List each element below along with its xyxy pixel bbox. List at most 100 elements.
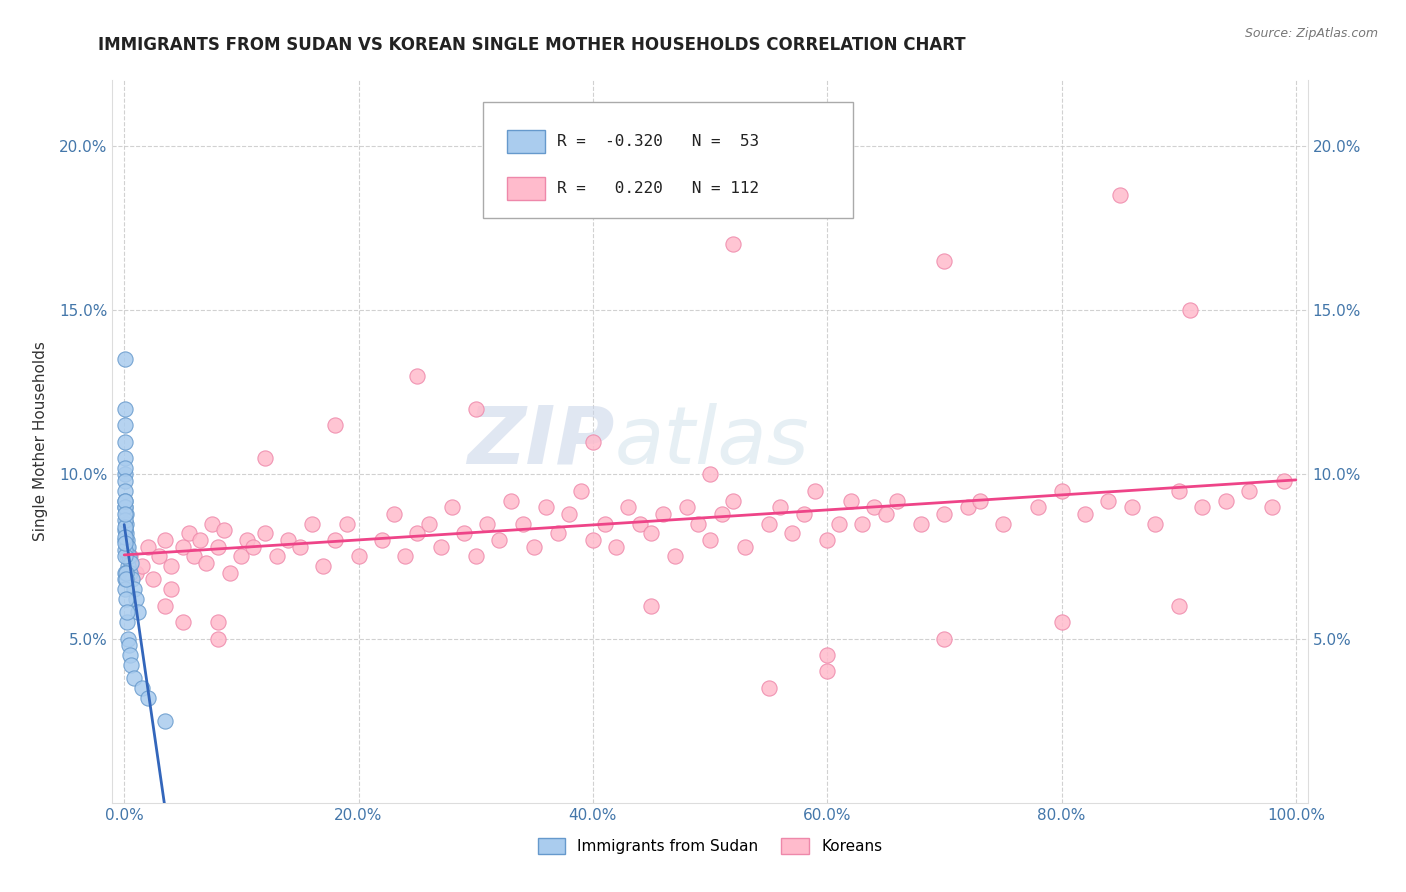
Point <box>640 526 662 541</box>
Point <box>1121 500 1143 515</box>
Point <box>115 605 138 619</box>
Point <box>1272 474 1295 488</box>
Point <box>406 526 429 541</box>
Point <box>114 530 136 544</box>
Point <box>1215 493 1237 508</box>
Point <box>605 540 627 554</box>
FancyBboxPatch shape <box>484 102 853 218</box>
Point <box>652 507 675 521</box>
Legend: Immigrants from Sudan, Koreans: Immigrants from Sudan, Koreans <box>531 832 889 860</box>
Point <box>382 507 405 521</box>
Point <box>699 533 721 547</box>
Point <box>183 549 205 564</box>
Point <box>114 500 136 515</box>
Point <box>114 549 136 564</box>
Point <box>127 605 149 619</box>
Text: Source: ZipAtlas.com: Source: ZipAtlas.com <box>1244 27 1378 40</box>
Point <box>115 526 138 541</box>
Point <box>1074 507 1097 521</box>
Point <box>201 516 224 531</box>
Point <box>155 599 177 613</box>
Point <box>114 474 136 488</box>
Point <box>758 681 780 695</box>
Point <box>207 540 229 554</box>
Point <box>1191 500 1213 515</box>
Text: atlas: atlas <box>614 402 810 481</box>
Point <box>160 559 183 574</box>
Point <box>969 493 991 508</box>
Point <box>723 493 745 508</box>
Point <box>114 418 136 433</box>
Point <box>453 526 475 541</box>
Point <box>886 493 908 508</box>
Point <box>266 549 288 564</box>
Point <box>114 467 136 482</box>
Point <box>131 559 153 574</box>
Point <box>114 401 136 416</box>
Point <box>1050 483 1073 498</box>
Point <box>117 540 139 554</box>
Point <box>207 615 229 630</box>
Point <box>664 549 686 564</box>
Point <box>177 526 200 541</box>
Point <box>115 573 138 587</box>
Point <box>734 540 756 554</box>
Point <box>136 690 159 705</box>
Point <box>114 507 136 521</box>
Point <box>114 513 136 527</box>
Point <box>710 507 733 521</box>
Point <box>499 493 522 508</box>
Point <box>114 573 136 587</box>
Point <box>118 638 141 652</box>
Point <box>277 533 299 547</box>
Point <box>122 582 145 597</box>
Text: R =  -0.320   N =  53: R = -0.320 N = 53 <box>557 134 759 149</box>
Point <box>640 599 662 613</box>
Point <box>207 632 229 646</box>
Point <box>839 493 862 508</box>
Y-axis label: Single Mother Households: Single Mother Households <box>34 342 48 541</box>
Point <box>512 516 534 531</box>
Point <box>114 542 136 557</box>
Point <box>114 523 136 537</box>
Point <box>114 507 136 521</box>
Point <box>828 516 851 531</box>
Point <box>418 516 440 531</box>
Point <box>172 615 194 630</box>
Point <box>815 533 838 547</box>
Point <box>875 507 897 521</box>
Point <box>114 536 136 550</box>
Point <box>160 582 183 597</box>
Point <box>910 516 932 531</box>
Point <box>117 632 139 646</box>
Point <box>120 549 141 564</box>
Point <box>1237 483 1260 498</box>
Point <box>815 665 838 679</box>
Point <box>115 533 138 547</box>
Point <box>114 533 136 547</box>
Point <box>617 500 640 515</box>
Point <box>118 549 141 564</box>
Point <box>780 526 803 541</box>
Point <box>125 566 148 580</box>
Point <box>675 500 697 515</box>
Point <box>188 533 212 547</box>
Point <box>114 352 136 367</box>
Point <box>523 540 546 554</box>
Point <box>114 460 136 475</box>
Point <box>441 500 464 515</box>
Point <box>429 540 451 554</box>
Point <box>155 533 177 547</box>
Point <box>558 507 581 521</box>
Point <box>815 648 838 662</box>
Point <box>218 566 240 580</box>
Point <box>1097 493 1119 508</box>
Point <box>253 450 276 465</box>
Point <box>723 237 745 252</box>
Point <box>114 566 136 580</box>
Point <box>115 540 138 554</box>
Point <box>114 520 136 534</box>
Point <box>114 493 136 508</box>
Point <box>934 507 956 521</box>
Text: ZIP: ZIP <box>467 402 614 481</box>
